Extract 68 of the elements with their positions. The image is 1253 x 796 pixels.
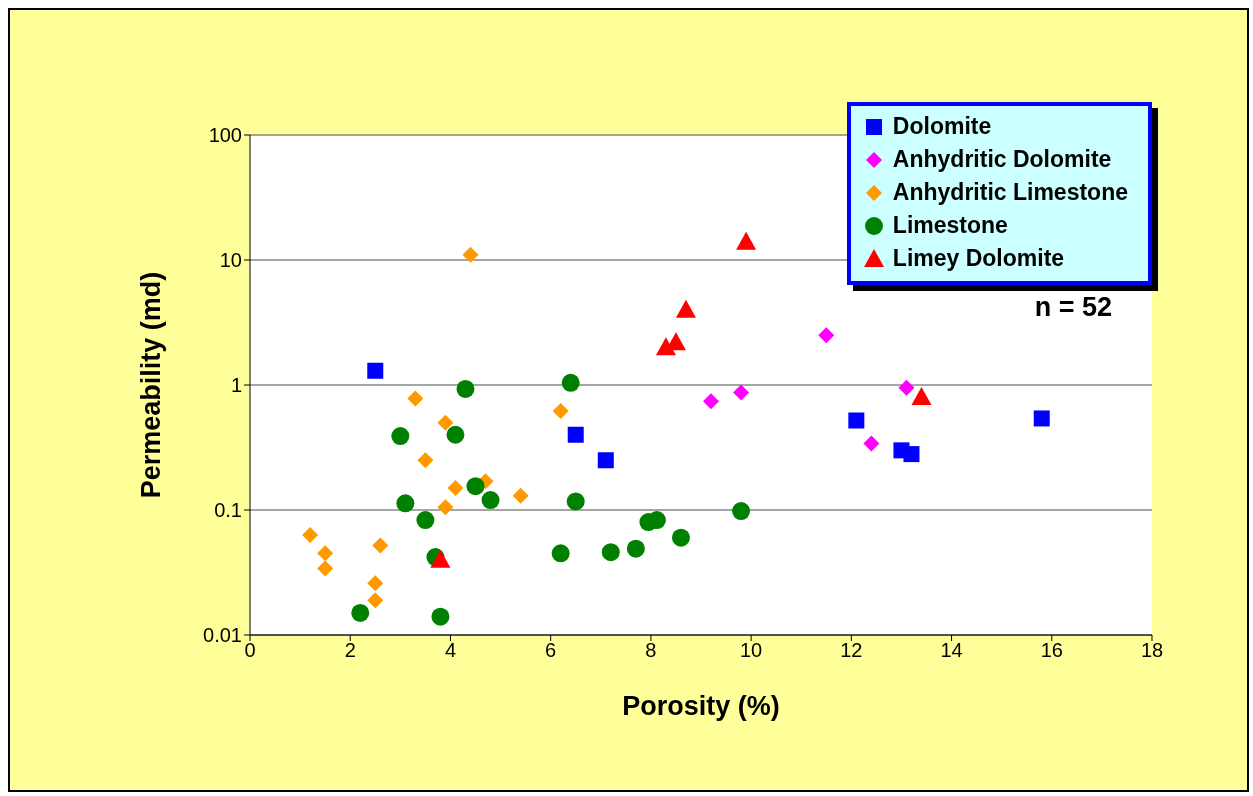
- point: [456, 379, 475, 398]
- point: [903, 446, 920, 463]
- point: [736, 231, 757, 250]
- point: [561, 373, 580, 392]
- y-axis-title: Permeability (md): [135, 271, 166, 499]
- point: [430, 549, 451, 568]
- point: [367, 362, 384, 379]
- point: [733, 384, 750, 401]
- legend-label: Anhydritic Dolomite: [892, 146, 1112, 173]
- point: [396, 494, 415, 513]
- point: [367, 575, 384, 592]
- point: [416, 511, 435, 530]
- legend-label: Limey Dolomite: [892, 245, 1065, 272]
- point: [551, 544, 570, 563]
- x-tick-label: 4: [444, 639, 457, 662]
- x-tick-label: 6: [545, 639, 557, 662]
- point: [351, 603, 370, 622]
- annotation: n = 52: [1034, 292, 1112, 323]
- point: [391, 427, 410, 446]
- y-tick-label: 100: [208, 124, 242, 147]
- point: [317, 545, 334, 562]
- point: [462, 246, 479, 263]
- point: [848, 412, 865, 429]
- point: [566, 492, 585, 511]
- x-tick-label: 10: [739, 639, 763, 662]
- point: [447, 479, 464, 496]
- point: [818, 327, 835, 344]
- x-tick-label: 16: [1040, 639, 1063, 662]
- point: [703, 393, 720, 410]
- point: [437, 414, 454, 431]
- point: [417, 452, 434, 469]
- point: [898, 379, 915, 396]
- x-tick-label: 8: [645, 639, 657, 662]
- legend-label: Dolomite: [892, 113, 992, 140]
- x-tick-label: 18: [1140, 639, 1164, 662]
- point: [597, 452, 614, 469]
- point: [626, 539, 645, 558]
- legend-label: Anhydritic Limestone: [892, 179, 1128, 206]
- point: [732, 502, 751, 521]
- point: [302, 527, 319, 544]
- point: [367, 592, 384, 609]
- x-tick-label: 14: [940, 639, 963, 662]
- point: [601, 543, 620, 562]
- point: [1033, 410, 1050, 427]
- x-tick-label: 12: [840, 639, 863, 662]
- point: [446, 425, 465, 444]
- point: [437, 499, 454, 516]
- point: [372, 537, 389, 554]
- x-tick-label: 0: [244, 639, 256, 662]
- point: [481, 491, 500, 510]
- legend-label: Limestone: [892, 212, 1008, 239]
- point: [407, 390, 424, 407]
- point: [671, 528, 690, 547]
- point: [567, 426, 584, 443]
- point: [466, 477, 485, 496]
- y-tick-label: 1: [230, 374, 242, 397]
- point: [911, 387, 932, 406]
- point: [512, 487, 529, 504]
- point: [552, 402, 569, 419]
- x-axis-title: Porosity (%): [622, 691, 780, 721]
- point: [863, 435, 880, 452]
- point: [431, 607, 450, 626]
- x-tick-label: 2: [344, 639, 356, 662]
- point: [317, 560, 334, 577]
- y-tick-label: 10: [219, 249, 242, 272]
- point: [675, 299, 696, 318]
- y-tick-label: 0.01: [203, 624, 242, 647]
- y-tick-label: 0.1: [214, 499, 242, 522]
